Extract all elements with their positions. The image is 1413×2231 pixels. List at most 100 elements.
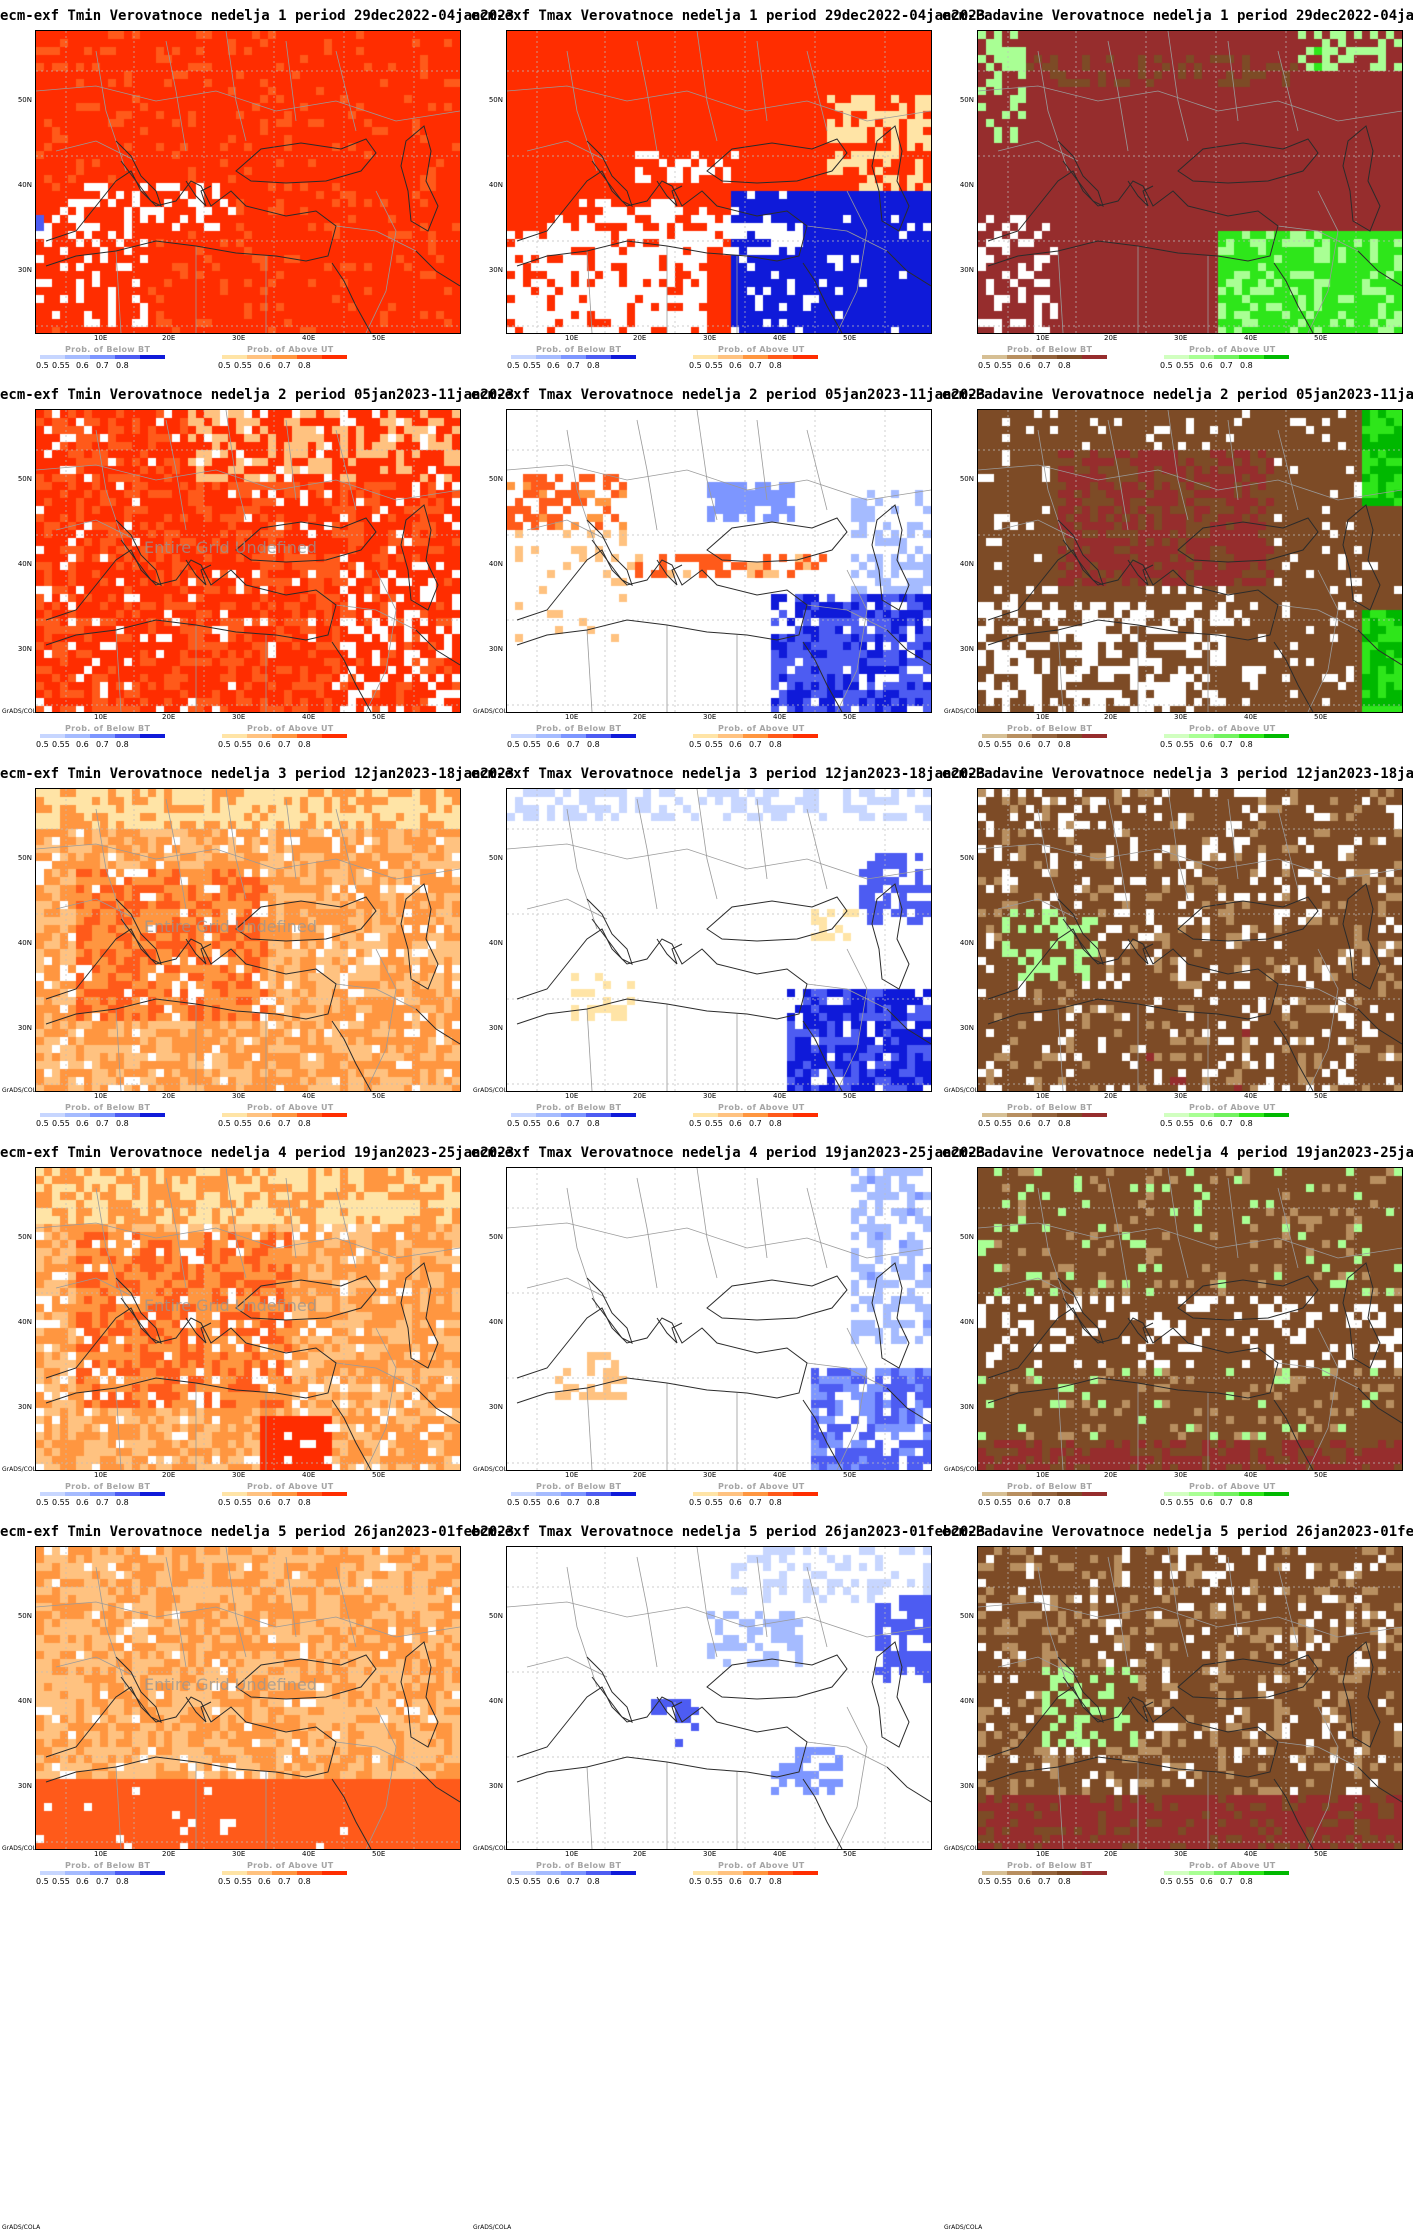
longitude-label: 50E — [1314, 1471, 1328, 1479]
map-overlay — [507, 31, 931, 333]
above-colorbar-title: Prob. of Above UT — [1189, 1861, 1276, 1870]
latitude-label: 40N — [959, 560, 974, 568]
longitude-label: 20E — [1104, 334, 1118, 342]
colorbar-tick: 0.6 — [76, 361, 89, 370]
longitude-label: 30E — [703, 1092, 717, 1100]
colorbar-tick: 0.8 — [298, 1498, 311, 1507]
colorbar-swatch — [561, 1871, 586, 1875]
graticule — [36, 410, 460, 712]
longitude-label: 20E — [1104, 713, 1118, 721]
probability-map — [35, 30, 461, 334]
colorbar-tick: 0.6 — [76, 1877, 89, 1886]
longitude-label: 20E — [1104, 1092, 1118, 1100]
colorbar-tick: 0.6 — [729, 1877, 742, 1886]
longitude-label: 30E — [1174, 1092, 1188, 1100]
colorbar-tick: 0.6 — [547, 361, 560, 370]
colorbar-swatch — [536, 1871, 561, 1875]
colorbar-tick: 0.7 — [567, 1877, 580, 1886]
graticule — [507, 789, 931, 1091]
colorbar-tick: 0.5 — [689, 740, 702, 749]
below-colorbar — [982, 1871, 1107, 1875]
above-colorbar — [222, 1492, 347, 1496]
attribution-label: GrADS/COLA — [473, 1087, 512, 1094]
map-overlay — [507, 1168, 931, 1470]
longitude-label: 50E — [1314, 713, 1328, 721]
colorbar-tick: 0.5 — [218, 740, 231, 749]
below-colorbar-title: Prob. of Below BT — [1007, 1861, 1093, 1870]
colorbar-swatch — [1189, 1113, 1214, 1117]
colorbar-swatch — [90, 734, 115, 738]
longitude-label: 40E — [302, 713, 316, 721]
longitude-label: 20E — [162, 334, 176, 342]
colorbar-swatch — [1189, 355, 1214, 359]
latitude-label: 40N — [488, 181, 503, 189]
below-colorbar — [40, 734, 165, 738]
colorbar-swatch — [982, 1113, 1007, 1117]
colorbar-tick: 0.8 — [1240, 1877, 1253, 1886]
latitude-label: 50N — [17, 1233, 32, 1241]
longitude-label: 40E — [773, 334, 787, 342]
colorbar-tick: 0.55 — [1176, 1119, 1194, 1128]
latitude-label: 40N — [17, 939, 32, 947]
colorbar-swatch — [1214, 734, 1239, 738]
probability-map — [506, 788, 932, 1092]
above-colorbar — [222, 1113, 347, 1117]
attribution-label: GrADS/COLA — [473, 2224, 512, 2231]
forecast-panel: ecm-Padavine Verovatnoce nedelja 5 perio… — [942, 1516, 1413, 2231]
colorbar-tick: 0.8 — [298, 361, 311, 370]
colorbar-tick: 0.6 — [729, 1498, 742, 1507]
longitude-label: 40E — [1244, 713, 1258, 721]
latitude-label: 50N — [17, 96, 32, 104]
graticule — [36, 1168, 460, 1470]
longitude-label: 50E — [372, 1092, 386, 1100]
colorbar-swatch — [1189, 1871, 1214, 1875]
colorbar-tick: 0.7 — [96, 1877, 109, 1886]
colorbar-tick: 0.6 — [729, 740, 742, 749]
below-colorbar-title: Prob. of Below BT — [536, 1861, 622, 1870]
longitude-label: 30E — [1174, 1850, 1188, 1858]
longitude-label: 40E — [773, 1850, 787, 1858]
colorbar-swatch — [793, 1492, 818, 1496]
colorbar-swatch — [222, 1113, 247, 1117]
colorbar-tick: 0.8 — [587, 1119, 600, 1128]
panel-title: ecm-exf Tmin Verovatnoce nedelja 3 perio… — [0, 766, 515, 782]
forecast-panel: ecm-Padavine Verovatnoce nedelja 1 perio… — [942, 0, 1413, 715]
colorbar-swatch — [586, 1113, 611, 1117]
colorbar-tick: 0.8 — [1058, 1877, 1071, 1886]
below-colorbar — [40, 1492, 165, 1496]
graticule — [36, 789, 460, 1091]
map-overlay — [36, 31, 460, 333]
legend: GrADS/COLA Prob. of Below BT 0.5 0.55 0.6 0.7… — [0, 724, 471, 1094]
colorbar-swatch — [1032, 734, 1057, 738]
graticule — [507, 410, 931, 712]
colorbar-tick: 0.8 — [298, 1877, 311, 1886]
latitude-label: 30N — [488, 1782, 503, 1790]
colorbar-swatch — [743, 734, 768, 738]
legend: GrADS/COLA Prob. of Below BT 0.5 0.55 0.6 0.7… — [0, 1861, 471, 2231]
colorbar-tick: 0.7 — [749, 1119, 762, 1128]
colorbar-tick: 0.8 — [1240, 740, 1253, 749]
probability-map — [977, 1546, 1403, 1850]
latitude-label: 40N — [17, 1318, 32, 1326]
colorbar-tick: 0.8 — [298, 740, 311, 749]
colorbar-tick: 0.5 — [1160, 1877, 1173, 1886]
longitude-label: 30E — [232, 713, 246, 721]
colorbar-tick: 0.7 — [1220, 1498, 1233, 1507]
colorbar-swatch — [536, 1492, 561, 1496]
graticule — [978, 1168, 1402, 1470]
above-colorbar-title: Prob. of Above UT — [718, 724, 805, 733]
colorbar-tick: 0.8 — [769, 1119, 782, 1128]
below-colorbar-title: Prob. of Below BT — [65, 1861, 151, 1870]
colorbar-tick: 0.5 — [1160, 361, 1173, 370]
colorbar-tick: 0.7 — [749, 1877, 762, 1886]
colorbar-tick: 0.5 — [36, 1877, 49, 1886]
colorbar-tick: 0.55 — [52, 1498, 70, 1507]
colorbar-tick: 0.55 — [234, 361, 252, 370]
colorbar-swatch — [693, 1113, 718, 1117]
probability-field — [36, 1168, 460, 1470]
longitude-label: 30E — [232, 1471, 246, 1479]
coastline — [516, 883, 931, 1091]
colorbar-swatch — [1082, 1492, 1107, 1496]
colorbar-tick: 0.55 — [234, 1877, 252, 1886]
colorbar-swatch — [768, 1492, 793, 1496]
